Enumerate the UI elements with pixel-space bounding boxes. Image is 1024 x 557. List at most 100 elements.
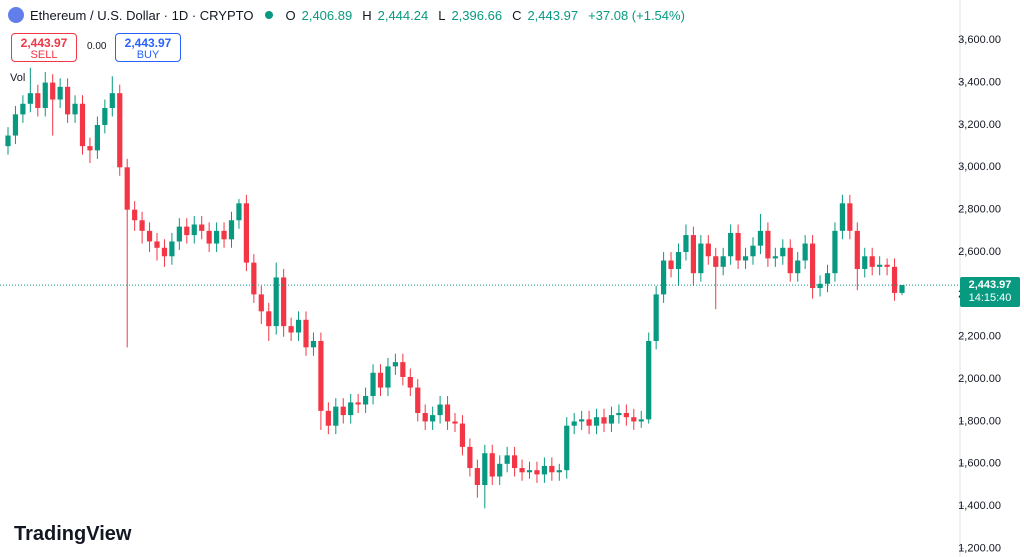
candle-body xyxy=(266,311,272,327)
candle-body xyxy=(877,264,883,267)
candle-body xyxy=(817,283,823,289)
candle-body xyxy=(251,262,257,295)
candle-body xyxy=(243,203,249,263)
buy-label: BUY xyxy=(136,49,160,61)
candle-body xyxy=(534,470,540,475)
y-tick-label: 2,800.00 xyxy=(958,204,1001,216)
candle-body xyxy=(526,470,533,473)
candle-body xyxy=(884,264,890,267)
volume-label[interactable]: Vol xyxy=(10,72,26,84)
candle-body xyxy=(869,256,875,267)
candle-body xyxy=(348,402,354,416)
candle-body xyxy=(728,232,734,257)
last-price: 2,443.97 xyxy=(968,279,1012,292)
candle-body xyxy=(772,256,778,259)
candle-body xyxy=(795,260,801,274)
brand-logo[interactable]: TradingView xyxy=(14,523,131,546)
candle-body xyxy=(787,247,793,274)
y-tick-label: 1,200.00 xyxy=(958,542,1001,554)
ohlc-key: L xyxy=(438,7,446,23)
ohlc-key: C xyxy=(512,7,522,23)
candle-body xyxy=(713,256,719,267)
candle-body xyxy=(258,294,264,312)
candle-body xyxy=(690,235,696,274)
y-tick-label: 2,200.00 xyxy=(958,331,1001,343)
symbol-header: Ethereum / U.S. Dollar · 1D · CRYPTO O 2,… xyxy=(8,7,689,23)
candle-body xyxy=(214,230,220,244)
spread: 0.00 xyxy=(87,41,107,52)
ohlc-value: 2,396.66 xyxy=(451,7,503,23)
y-tick-label: 2,600.00 xyxy=(958,246,1001,258)
candle-body xyxy=(109,93,115,109)
candle-body xyxy=(541,465,547,475)
candle-body xyxy=(593,417,600,426)
candle-body xyxy=(519,468,525,473)
candle-body xyxy=(273,277,279,327)
candle-body xyxy=(50,82,56,100)
candle-body xyxy=(117,93,123,168)
candle-body xyxy=(444,404,451,422)
candle-body xyxy=(735,232,741,261)
candle-body xyxy=(333,406,339,426)
candle-body xyxy=(579,419,585,422)
ohlc-key: H xyxy=(362,7,372,23)
sell-price: 2,443.97 xyxy=(20,36,68,50)
y-tick-label: 2,000.00 xyxy=(958,373,1001,385)
change: +37.08 (+1.54%) xyxy=(588,7,685,23)
candle-body xyxy=(42,82,48,109)
countdown: 14:15:40 xyxy=(968,292,1012,305)
candle-body xyxy=(891,266,898,293)
candle-body xyxy=(698,243,704,274)
y-tick-label: 1,800.00 xyxy=(958,415,1001,427)
candle-body xyxy=(288,326,294,333)
sell-label: SELL xyxy=(30,49,58,61)
candle-body xyxy=(705,243,711,257)
candle-body xyxy=(586,419,592,426)
candle-body xyxy=(318,340,324,411)
candle-body xyxy=(824,273,831,284)
buy-button[interactable]: 2,443.97 BUY xyxy=(115,33,181,62)
candle-body xyxy=(653,294,659,341)
candle-body xyxy=(392,362,398,367)
candle-body xyxy=(363,396,369,405)
candle-body xyxy=(35,93,41,109)
candle-body xyxy=(422,412,428,422)
candle-body xyxy=(5,135,11,147)
candle-body xyxy=(377,372,384,388)
candle-body xyxy=(489,453,495,477)
candle-body xyxy=(400,362,406,377)
sell-button[interactable]: 2,443.97 SELL xyxy=(11,33,77,62)
candle-body xyxy=(176,226,182,242)
coin-icon xyxy=(8,7,24,23)
candle-body xyxy=(899,285,905,293)
y-tick-label: 3,000.00 xyxy=(958,161,1001,173)
candle-body xyxy=(139,220,145,231)
candle-body xyxy=(720,256,726,267)
candle-body xyxy=(437,404,443,416)
y-tick-label: 1,600.00 xyxy=(958,458,1001,470)
candle-body xyxy=(146,230,153,242)
candle-body xyxy=(564,425,570,471)
candle-body xyxy=(832,230,838,274)
candle-body xyxy=(415,387,421,413)
candle-body xyxy=(854,230,860,269)
y-tick-label: 1,400.00 xyxy=(958,500,1001,512)
candle-body xyxy=(608,415,615,424)
candle-body xyxy=(385,366,391,388)
candle-body xyxy=(504,455,510,464)
candle-body xyxy=(191,224,197,236)
candle-body xyxy=(847,203,853,231)
candle-body xyxy=(20,103,26,115)
ohlc-key: O xyxy=(285,7,296,23)
candle-body xyxy=(325,410,331,426)
candle-body xyxy=(236,203,242,221)
y-tick-label: 3,200.00 xyxy=(958,119,1001,131)
candle-body xyxy=(780,247,786,257)
ohlc-value: 2,406.89 xyxy=(301,7,353,23)
candle-body xyxy=(407,376,413,388)
candle-body xyxy=(206,230,212,244)
symbol-title[interactable]: Ethereum / U.S. Dollar · 1D · CRYPTO xyxy=(30,7,254,23)
candle-body xyxy=(370,372,376,397)
